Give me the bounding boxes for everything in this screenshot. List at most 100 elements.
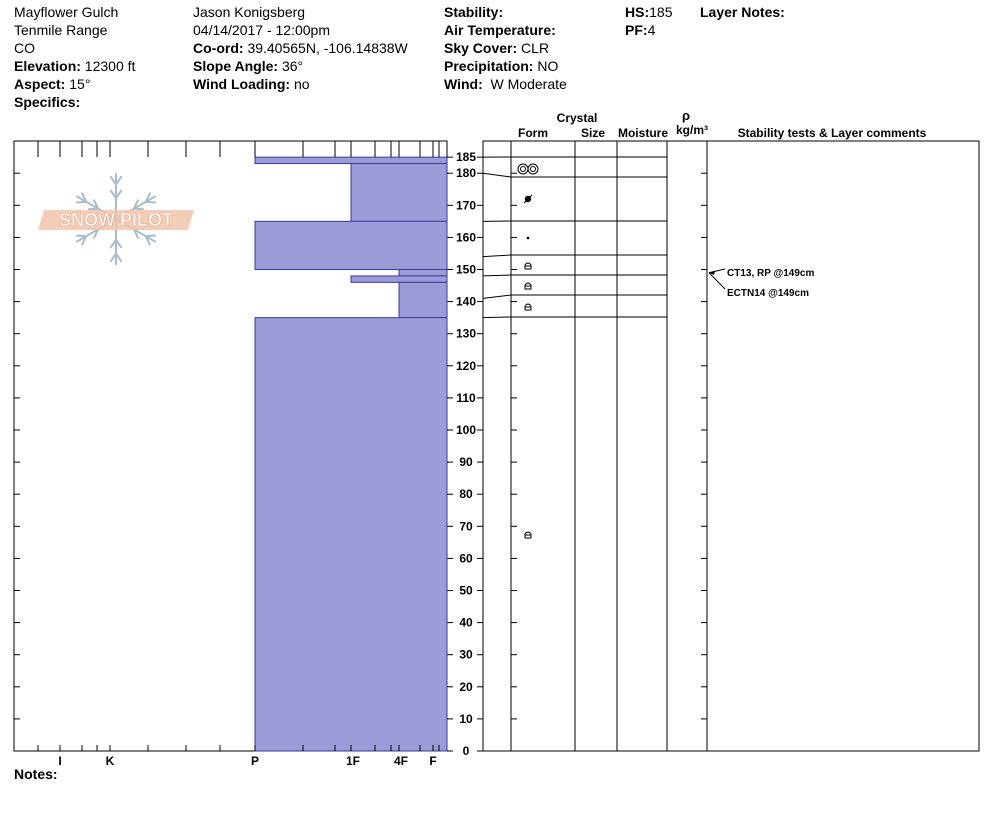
height-tick-label: 70 [459,519,473,533]
height-tick-label: 40 [459,616,473,630]
precip-row: Precipitation: NO [444,57,567,75]
grain-faceted-rounded [524,282,532,290]
layernotes-label: Layer Notes: [700,4,785,20]
pf-label: PF: [625,22,648,38]
precip-label: Precipitation: [444,58,534,74]
height-tick-label: 130 [456,327,476,341]
snowflake-branch [109,239,117,249]
height-tick-label: 100 [456,423,476,437]
snowflake-branch [133,199,140,210]
hs-label: HS: [625,4,650,20]
specifics-row: Specifics: [14,93,135,111]
range-name: Tenmile Range [14,22,108,38]
grain-faceted-rounded [524,531,532,539]
layer-connector [482,274,512,277]
snowflake-branch [92,199,99,210]
comments-header: Stability tests & Layer comments [738,126,927,140]
slope-label: Slope Angle: [193,58,279,74]
skycover-row: Sky Cover: CLR [444,39,567,57]
pf-row: PF:4 [625,21,672,39]
height-tick-label: 0 [463,744,470,758]
hs-value: 185 [649,4,673,20]
height-axis-labels: 0 10 20 30 40 50 60 70 80 90 100 110 120 130 140 150 160… [447,150,483,758]
aspect-row: Aspect: 15° [14,75,135,93]
height-tick-label: 20 [459,680,473,694]
size-header: Size [581,126,605,140]
hs-row: HS:185 [625,3,672,21]
density-unit-header: kg/m³ [676,123,708,137]
wind-value: W Moderate [490,76,567,92]
snowflake-branch [109,175,117,186]
snowflake-branch [109,189,117,199]
skycover-value: CLR [521,40,550,56]
height-tick-label: 50 [459,584,473,598]
height-tick-label: 30 [459,648,473,662]
airtemp-row: Air Temperature: [444,21,567,39]
windload-label: Wind Loading: [193,76,291,92]
form-header: Form [518,126,548,140]
height-tick-label: 150 [456,263,476,277]
state-name: CO [14,40,35,56]
slope-row: Slope Angle: 36° [193,57,408,75]
table-frame [482,140,980,752]
density-rho-header: ρ [682,108,690,123]
hardness-label: K [106,754,115,768]
snowflake-branch [133,228,140,239]
elevation-value: 12300 ft [84,58,136,74]
crystal-header: Crystal [557,111,598,125]
height-tick-label: 110 [456,391,476,405]
snowflake-branch [145,234,156,238]
elevation-row: Elevation: 12300 ft [14,57,135,75]
hardness-profile [254,156,448,752]
pf-value: 4 [647,22,656,38]
coord-label: Co-ord: [193,40,244,56]
height-tick-label: 185 [456,150,476,164]
snowflake-branch [76,234,87,238]
location-name: Mayflower Gulch [14,4,119,20]
height-tick-label: 140 [456,295,476,309]
snowflake-branch [115,252,123,263]
stability-tests: CT13, RP @149cm ECTN14 @149cm [708,268,814,299]
layer-connector [482,316,512,319]
table-axis-ticks [511,172,707,752]
observation-datetime: 04/14/2017 - 12:00pm [193,22,330,38]
hardness-label: 4F [394,754,408,768]
skycover-label: Sky Cover: [444,40,518,56]
snowpilot-logo: SNOW PILOT [38,173,194,265]
coord-value: 39.40565N, -106.14838W [247,40,408,56]
hardness-label: F [429,754,436,768]
notes-row: Notes: [14,765,58,783]
grain-faceted-rounded [524,303,532,311]
specifics-label: Specifics: [14,94,81,110]
windload-value: no [293,76,310,92]
grain-faceted-rounded [524,262,532,270]
header-col-4: HS:185 PF:4 [625,3,672,39]
stability-row: Stability: [444,3,567,21]
snowflake-branch [133,207,144,211]
windload-row: Wind Loading: no [193,75,408,93]
grain-cluster-outer [517,163,529,175]
height-tick-label: 160 [456,230,476,244]
aspect-value: 15° [69,76,91,92]
grain-cluster-outer [527,163,539,175]
snowflake-branch [115,189,123,199]
header-col-3: Stability: Air Temperature: Sky Cover: C… [444,3,567,93]
hardness-label: I [58,754,61,768]
snowflake-branch [76,200,87,204]
hardness-bar [254,220,448,271]
slope-value: 36° [281,58,304,74]
layer-connector [482,172,512,178]
hardness-bar [254,156,448,165]
hardness-axis: I K P 1F 4F F [37,141,440,768]
logo-banner [38,210,194,230]
precip-value: NO [537,58,559,74]
hardness-bar [398,269,448,277]
wind-label: Wind: [444,76,483,92]
header-col-5: Layer Notes: [700,3,785,21]
hardness-label: 1F [346,754,360,768]
airtemp-label: Air Temperature: [444,22,556,38]
height-tick-label: 80 [459,487,473,501]
grain-cluster-inner [530,166,536,172]
layer-boundaries [482,156,667,319]
